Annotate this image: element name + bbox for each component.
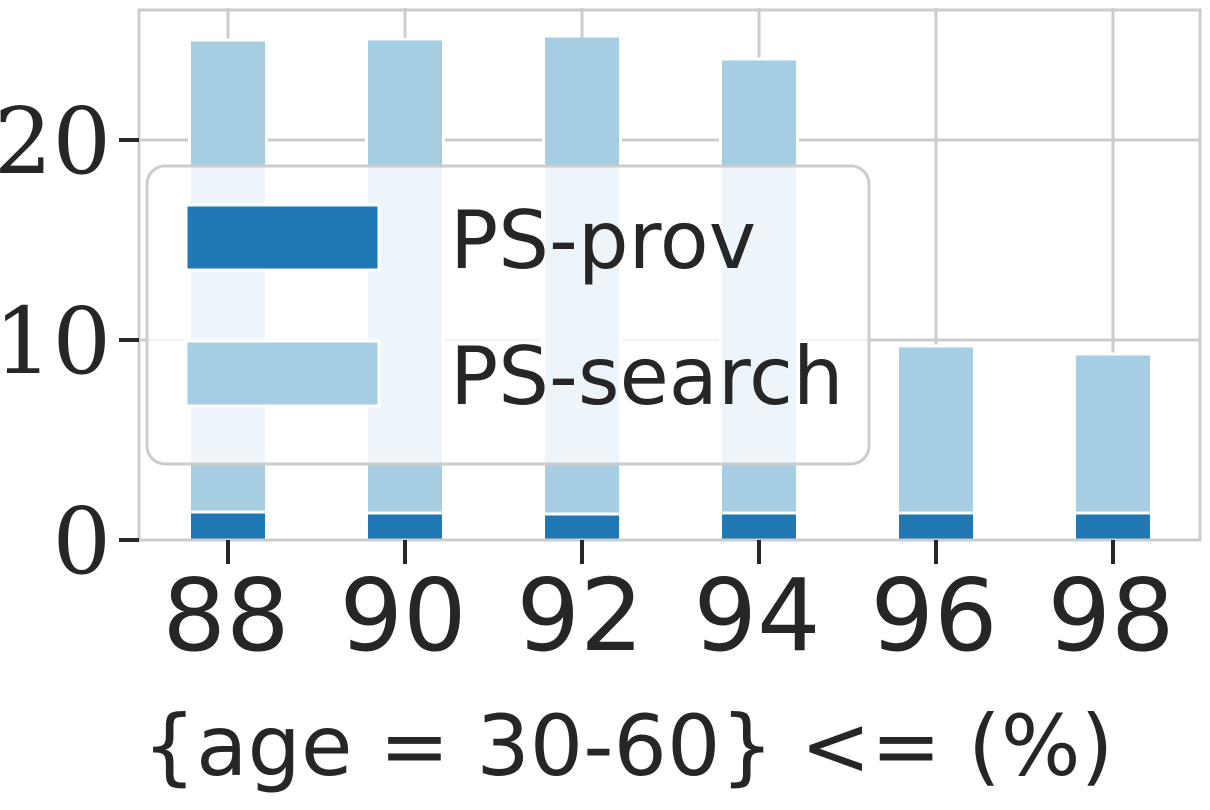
legend-label-ps-search: PS-search [450,330,844,423]
bar-ps-prov-98 [1073,511,1153,542]
y-tick-label-20: 20 [0,88,111,195]
x-tick-label-88: 88 [162,557,289,674]
x-axis-label: {age = 30-60} <= (%) [143,697,1114,795]
x-tick-label-90: 90 [339,557,466,674]
bar-ps-prov-96 [896,511,976,542]
bar-ps-search-96 [896,344,976,515]
plot-frame [137,8,1202,542]
bar-ps-prov-88 [188,510,268,542]
x-tick-label-98: 98 [1047,557,1174,674]
bar-ps-search-98 [1073,352,1153,515]
legend-swatch-ps-prov [184,203,381,272]
bar-ps-prov-94 [719,511,799,542]
bar-ps-prov-92 [542,512,622,542]
x-tick-label-92: 92 [516,557,643,674]
bar-ps-prov-90 [365,511,445,542]
y-tick-label-10: 10 [0,288,111,395]
x-tick-label-94: 94 [693,557,820,674]
legend: PS-prov PS-search [145,164,871,466]
legend-swatch-ps-search [184,339,381,408]
x-tick-label-96: 96 [870,557,997,674]
axis-ticks: 88 90 92 94 96 98 0 10 20 [0,8,1175,674]
legend-label-ps-prov: PS-prov [450,194,756,287]
y-tick-label-0: 0 [52,488,111,595]
